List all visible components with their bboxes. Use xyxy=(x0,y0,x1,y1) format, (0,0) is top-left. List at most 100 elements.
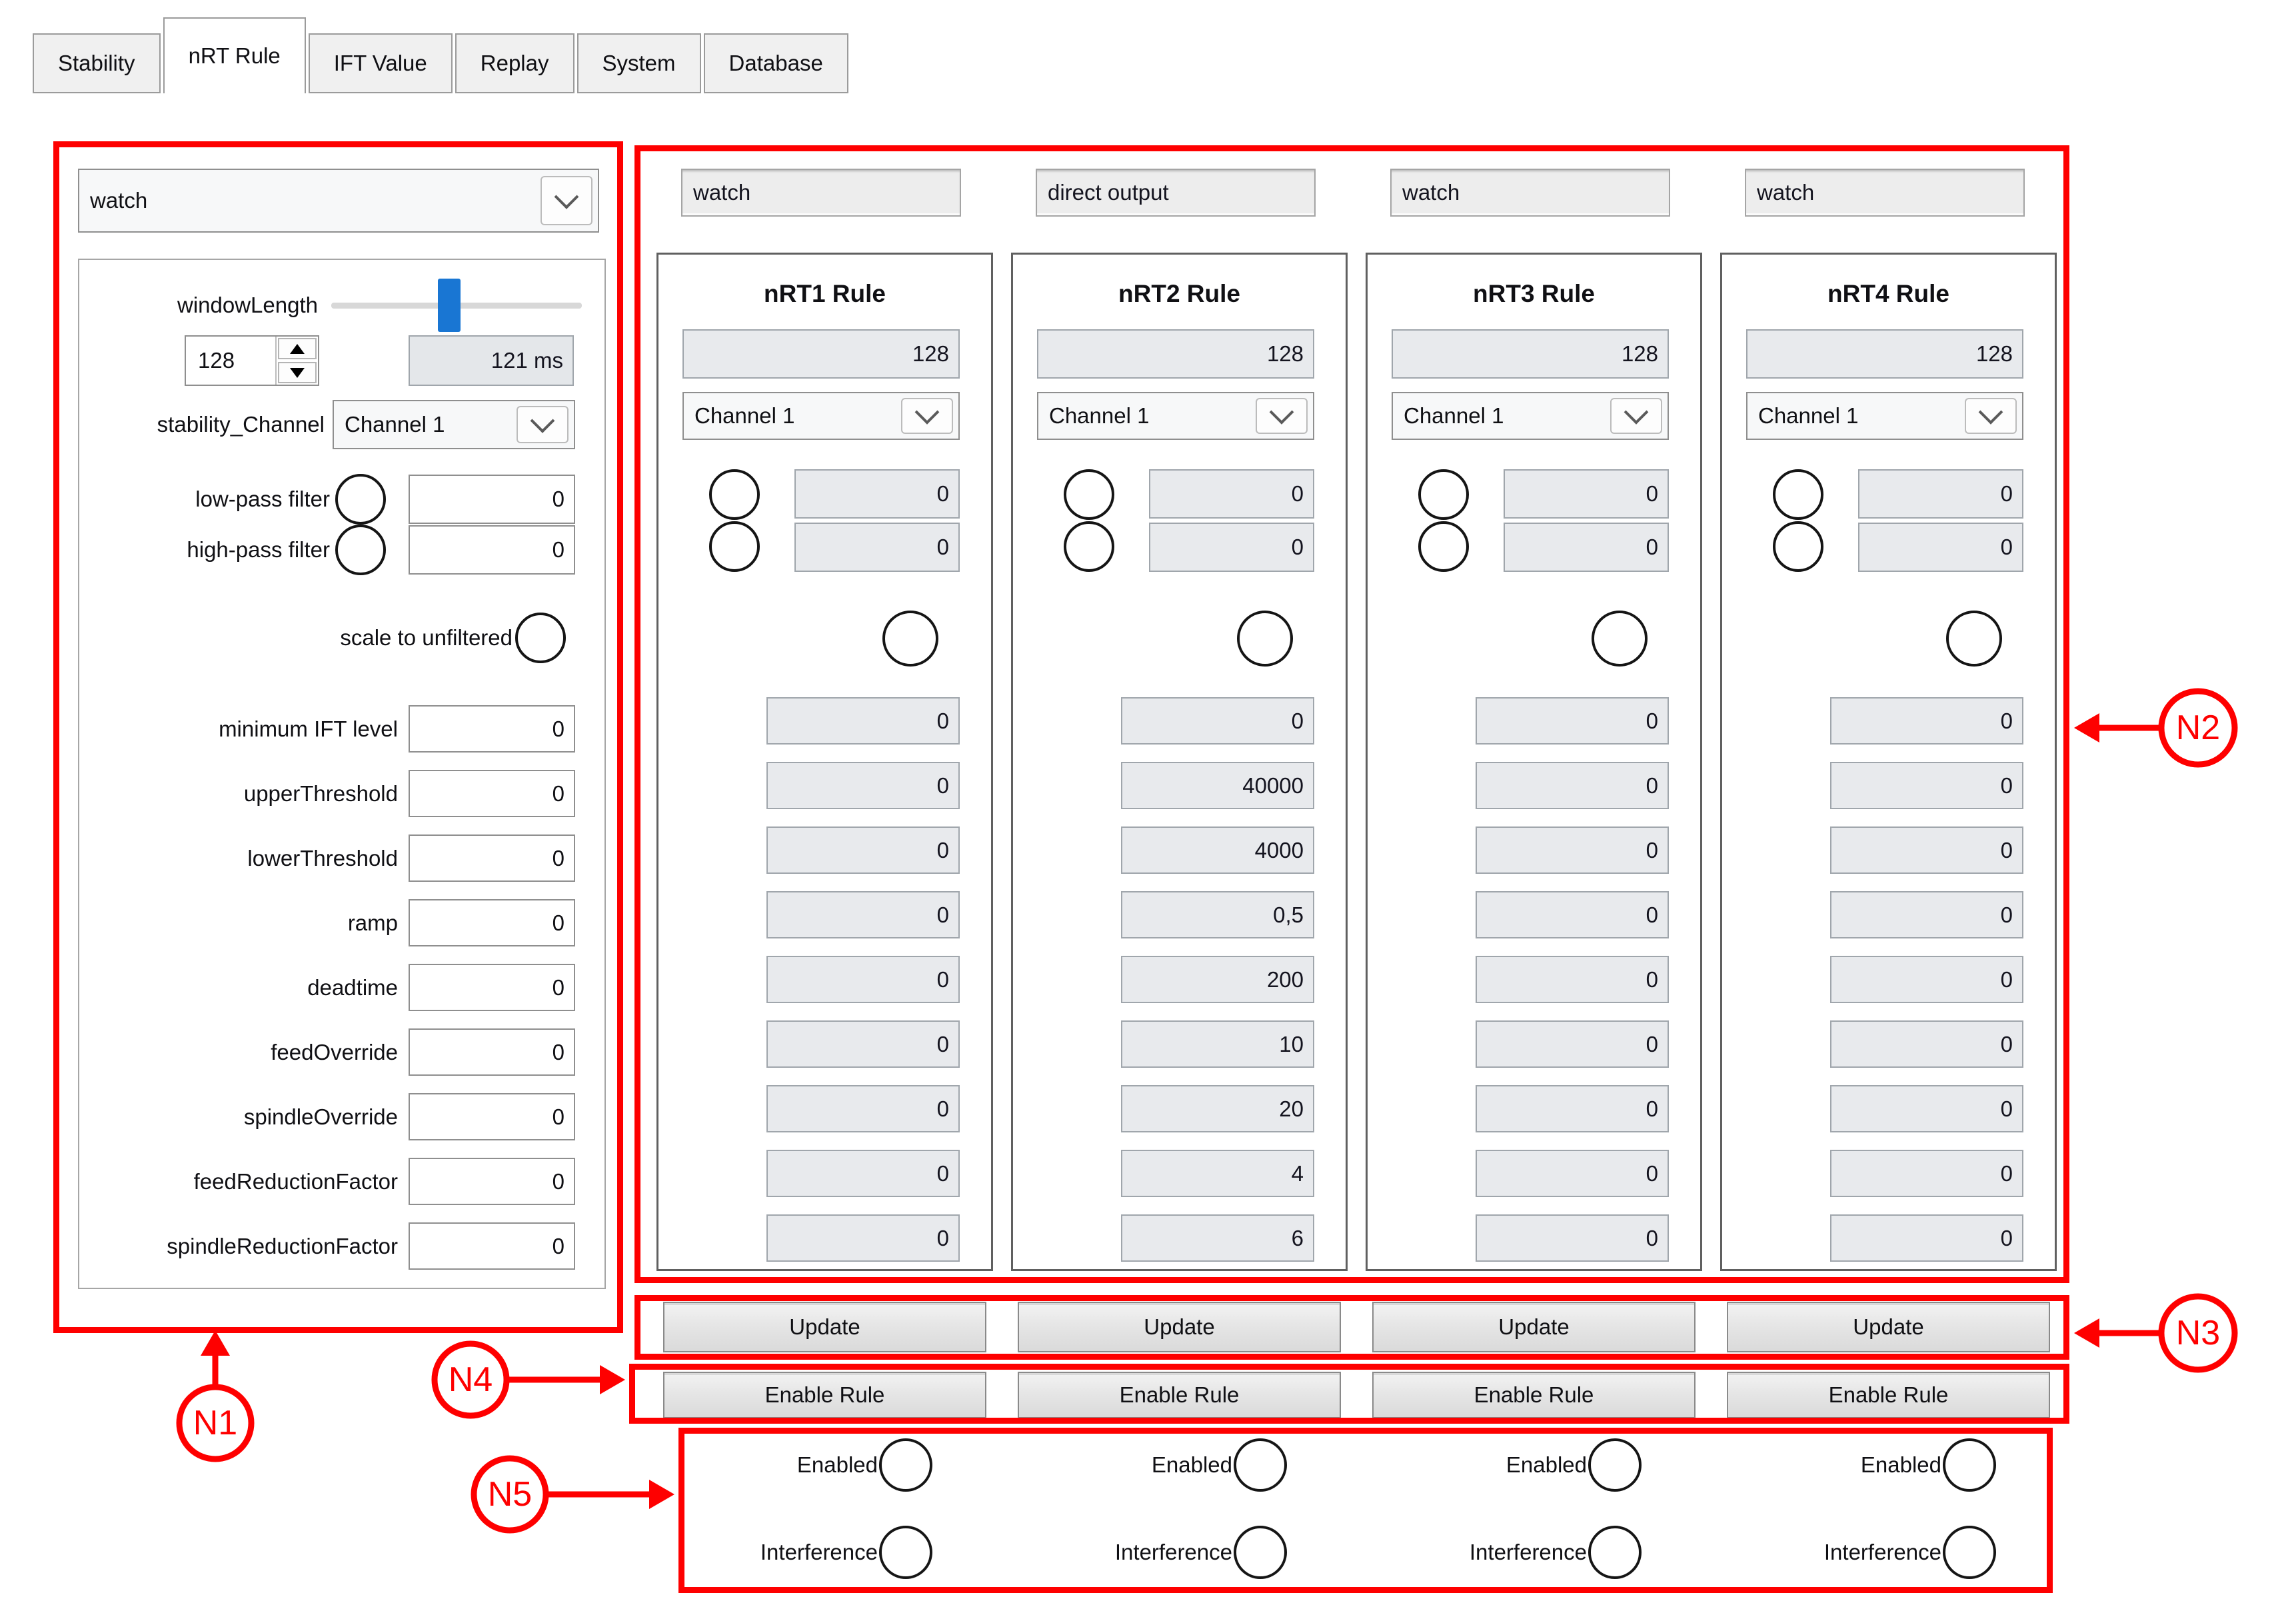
window-length-slider[interactable] xyxy=(331,275,582,336)
param-field[interactable]: 0 xyxy=(409,834,575,882)
update-button-nrt4[interactable]: Update xyxy=(1727,1302,2050,1352)
value-field: 0 xyxy=(1830,1214,2023,1262)
column-mode-field: watch xyxy=(681,169,961,217)
tab-replay[interactable]: Replay xyxy=(455,33,574,93)
channel-select-value: Channel 1 xyxy=(694,403,795,428)
value-field: 0 xyxy=(1476,762,1669,809)
value-field: 0 xyxy=(766,891,960,938)
low-pass-row: low-pass filter 0 xyxy=(91,474,592,525)
value-field: 0 xyxy=(1476,697,1669,745)
value-field: 0 xyxy=(766,956,960,1003)
window-length-display: 128 xyxy=(1037,329,1314,379)
high-pass-indicator xyxy=(1773,521,1823,572)
stability-channel-select[interactable]: Channel 1 xyxy=(333,400,575,449)
value-field: 0 xyxy=(766,762,960,809)
window-length-label: windowLength xyxy=(177,293,318,317)
column-mode-field: watch xyxy=(1390,169,1670,217)
scale-to-unfiltered-row: scale to unfiltered xyxy=(91,612,592,664)
param-field[interactable]: 0 xyxy=(409,964,575,1011)
stepper-up-button[interactable] xyxy=(278,338,317,359)
stepper-down-button[interactable] xyxy=(278,362,317,383)
arrow-left-icon xyxy=(2074,1318,2099,1348)
annotation-circle-n3 xyxy=(2158,1293,2238,1373)
high-pass-display: 0 xyxy=(1858,523,2023,572)
column-mode-field: watch xyxy=(1745,169,2025,217)
annotation-circle-n4 xyxy=(431,1340,510,1419)
chevron-down-icon[interactable] xyxy=(1965,397,2017,435)
value-field: 0 xyxy=(1830,826,2023,874)
chevron-down-icon[interactable] xyxy=(541,176,592,225)
interference-label: Interference xyxy=(1469,1539,1587,1564)
scale-to-unfiltered-indicator xyxy=(1592,611,1648,667)
param-field[interactable]: 0 xyxy=(409,770,575,817)
low-pass-indicator xyxy=(335,474,386,525)
status-cell-nrt3: Enabled Interference xyxy=(1402,1433,1739,1588)
column-title: nRT1 Rule xyxy=(764,280,886,307)
param-field[interactable]: 0 xyxy=(409,1028,575,1076)
window-length-stepper[interactable]: 128 xyxy=(185,335,319,386)
low-pass-display: 0 xyxy=(1149,469,1314,519)
tab-system[interactable]: System xyxy=(576,33,701,93)
scale-to-unfiltered-indicator xyxy=(1237,611,1293,667)
param-label: feedOverride xyxy=(271,1039,398,1064)
tab-ift-value[interactable]: IFT Value xyxy=(308,33,453,93)
value-field: 10 xyxy=(1121,1020,1314,1068)
high-pass-indicator xyxy=(1064,521,1114,572)
update-button-nrt2[interactable]: Update xyxy=(1018,1302,1341,1352)
channel-select-value: Channel 1 xyxy=(1404,403,1504,428)
slider-handle[interactable] xyxy=(437,279,461,332)
param-label: ramp xyxy=(347,910,398,935)
value-list: 0 0 0 0 0 0 0 0 0 xyxy=(1476,697,1700,1262)
param-field[interactable]: 0 xyxy=(409,1093,575,1140)
value-field: 0 xyxy=(766,1085,960,1132)
value-field: 0 xyxy=(1830,956,2023,1003)
param-label: spindleReductionFactor xyxy=(167,1233,398,1258)
enable-rule-button-nrt3[interactable]: Enable Rule xyxy=(1372,1372,1696,1418)
channel-select[interactable]: Channel 1 xyxy=(1037,392,1314,440)
param-field[interactable]: 0 xyxy=(409,899,575,946)
chevron-down-icon[interactable] xyxy=(517,406,569,443)
channel-select[interactable]: Channel 1 xyxy=(682,392,960,440)
channel-select-value: Channel 1 xyxy=(1758,403,1859,428)
window-length-value-row: 128 121 ms xyxy=(91,335,592,387)
param-field[interactable]: 0 xyxy=(409,1222,575,1270)
low-pass-indicator xyxy=(1064,469,1114,520)
enable-rule-button-nrt2[interactable]: Enable Rule xyxy=(1018,1372,1341,1418)
interference-indicator xyxy=(1943,1525,1996,1579)
low-pass-indicator xyxy=(1773,469,1823,520)
update-button-nrt3[interactable]: Update xyxy=(1372,1302,1696,1352)
window-length-ms-display: 121 ms xyxy=(409,335,574,386)
value-field: 0 xyxy=(1830,1020,2023,1068)
window-length-value[interactable]: 128 xyxy=(198,348,235,373)
column-title: nRT3 Rule xyxy=(1473,280,1595,307)
low-pass-field[interactable]: 0 xyxy=(409,475,575,524)
channel-select-value: Channel 1 xyxy=(1049,403,1150,428)
enable-rule-button-nrt1[interactable]: Enable Rule xyxy=(663,1372,986,1418)
annotation-circle-n2 xyxy=(2158,688,2238,768)
enable-rule-button-nrt4[interactable]: Enable Rule xyxy=(1727,1372,2050,1418)
chevron-down-icon[interactable] xyxy=(1610,397,1662,435)
value-field: 6 xyxy=(1121,1214,1314,1262)
param-row: minimum IFT level 0 xyxy=(91,705,592,753)
interference-label: Interference xyxy=(1823,1539,1941,1564)
chevron-down-icon[interactable] xyxy=(1256,397,1308,435)
arrow-up-icon xyxy=(201,1330,230,1356)
tab-database[interactable]: Database xyxy=(703,33,848,93)
value-field: 0 xyxy=(766,697,960,745)
interference-indicator xyxy=(1234,1525,1287,1579)
channel-select[interactable]: Channel 1 xyxy=(1746,392,2023,440)
high-pass-label: high-pass filter xyxy=(187,537,330,562)
high-pass-field[interactable]: 0 xyxy=(409,525,575,575)
param-field[interactable]: 0 xyxy=(409,1158,575,1205)
annotation-circle-n1 xyxy=(176,1384,255,1462)
nrt4-rule-group: nRT4 Rule 128 Channel 1 0 0 0 0 0 xyxy=(1720,253,2057,1271)
tab-stability[interactable]: Stability xyxy=(33,33,161,93)
channel-select[interactable]: Channel 1 xyxy=(1392,392,1669,440)
param-field[interactable]: 0 xyxy=(409,705,575,753)
scale-to-unfiltered-indicator xyxy=(1946,611,2002,667)
chevron-down-icon[interactable] xyxy=(901,397,953,435)
update-button-nrt1[interactable]: Update xyxy=(663,1302,986,1352)
status-cell-nrt2: Enabled Interference xyxy=(1048,1433,1384,1588)
preset-select[interactable]: watch xyxy=(78,169,599,233)
tab-nrt-rule[interactable]: nRT Rule xyxy=(163,17,306,93)
